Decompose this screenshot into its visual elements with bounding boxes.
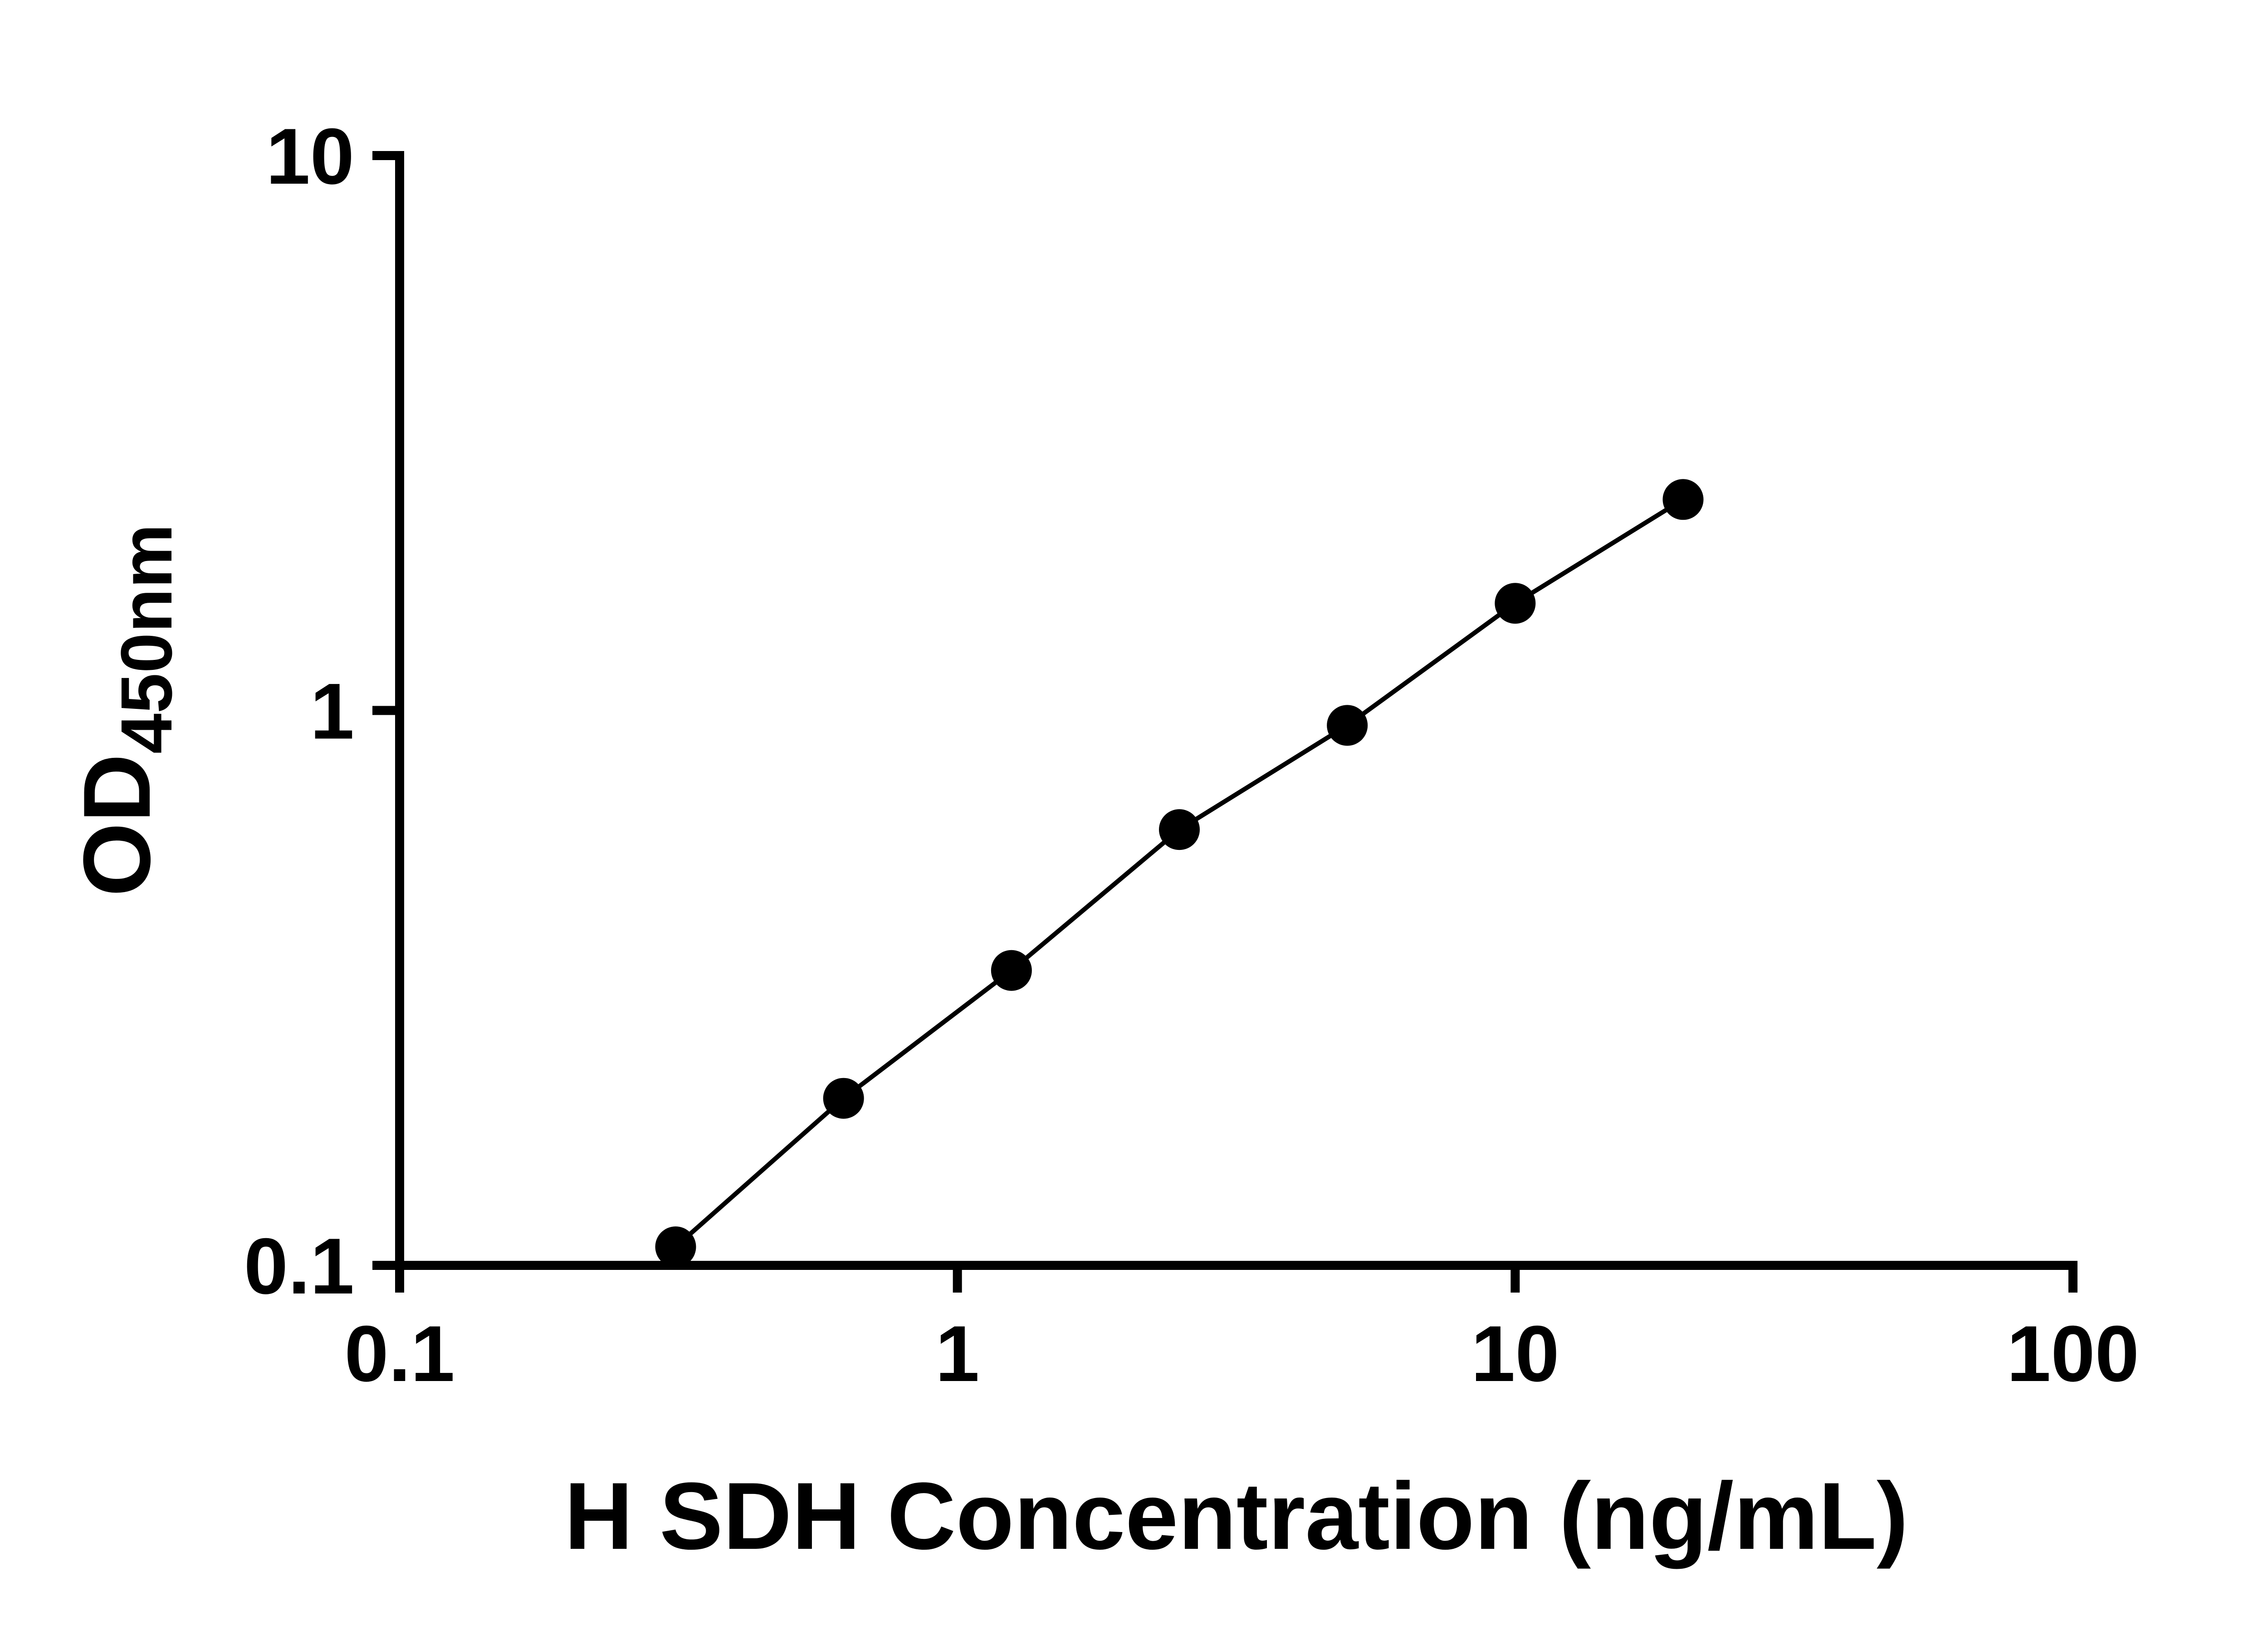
y-axis: 0.1 1 10	[244, 112, 400, 1311]
data-point	[1495, 583, 1536, 624]
y-tick-label: 0.1	[244, 1222, 354, 1311]
axis-lines	[395, 151, 2077, 1270]
data-point	[1662, 479, 1704, 520]
y-axis-label-main: OD	[64, 754, 170, 897]
data-series	[655, 479, 1704, 1268]
x-tick-label: 0.1	[344, 1310, 455, 1398]
x-tick-label: 10	[1471, 1310, 1559, 1398]
x-axis: 0.1 1 10 100	[344, 1265, 2139, 1398]
data-point	[1327, 705, 1368, 746]
x-tick-label: 1	[935, 1310, 979, 1398]
x-tick-label: 100	[2007, 1310, 2139, 1398]
data-point	[1159, 809, 1200, 850]
y-axis-label: OD450nm	[64, 524, 187, 897]
y-tick-label: 10	[266, 112, 354, 201]
data-point	[991, 950, 1032, 991]
axes	[395, 151, 2077, 1270]
y-tick-label: 1	[310, 668, 354, 756]
x-axis-label: H SDH Concentration (ng/mL)	[564, 1463, 1908, 1569]
data-point	[655, 1226, 696, 1268]
data-point	[823, 1078, 864, 1119]
y-axis-label-subscript: 450nm	[106, 524, 187, 754]
